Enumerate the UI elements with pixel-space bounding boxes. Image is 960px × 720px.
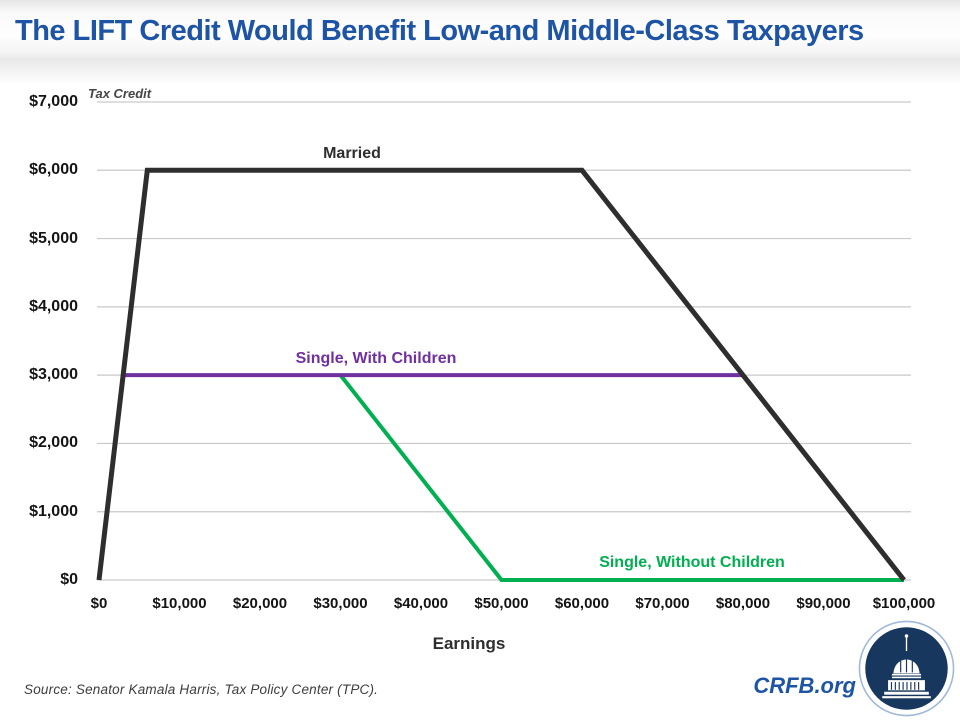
x-tick-label: $90,000 <box>796 595 851 612</box>
x-tick-label: $100,000 <box>872 595 936 612</box>
x-tick-label: $60,000 <box>554 595 610 612</box>
x-tick-label: $0 <box>90 595 108 612</box>
single-without-children-line <box>338 373 904 582</box>
y-tick-label: $7,000 <box>29 93 78 110</box>
series-label-single-with-children: Single, With Children <box>295 350 457 367</box>
x-tick-label: $30,000 <box>313 595 368 612</box>
source-note: Source: Senator Kamala Harris, Tax Polic… <box>24 682 379 697</box>
y-tick-label: $0 <box>60 571 78 588</box>
x-tick-label: $20,000 <box>232 595 288 612</box>
y-tick-label: $3,000 <box>29 366 78 384</box>
y-axis-title: Tax Credit <box>88 86 152 101</box>
x-axis-title: Earnings <box>432 634 506 653</box>
x-tick-label: $10,000 <box>152 595 207 612</box>
married-line <box>96 167 906 582</box>
brand-text: CRFB.org <box>753 673 856 698</box>
page-title: The LIFT Credit Would Benefit Low-and Mi… <box>15 15 864 47</box>
x-tick-label: $50,000 <box>474 595 529 612</box>
y-tick-label: $5,000 <box>29 229 78 247</box>
series-label-single-without-children: Single, Without Children <box>599 554 785 571</box>
header-band: The LIFT Credit Would Benefit Low-and Mi… <box>0 0 960 85</box>
x-tick-label: $40,000 <box>393 595 449 612</box>
y-tick-label: $6,000 <box>29 161 78 179</box>
y-tick-label: $4,000 <box>29 297 78 315</box>
y-tick-label: $1,000 <box>29 502 78 520</box>
capitol-dome-icon <box>858 620 955 717</box>
x-tick-label: $70,000 <box>635 595 690 612</box>
x-tick-label: $80,000 <box>715 595 771 612</box>
y-tick-label: $2,000 <box>29 434 78 452</box>
series-label-married: Married <box>323 145 381 162</box>
